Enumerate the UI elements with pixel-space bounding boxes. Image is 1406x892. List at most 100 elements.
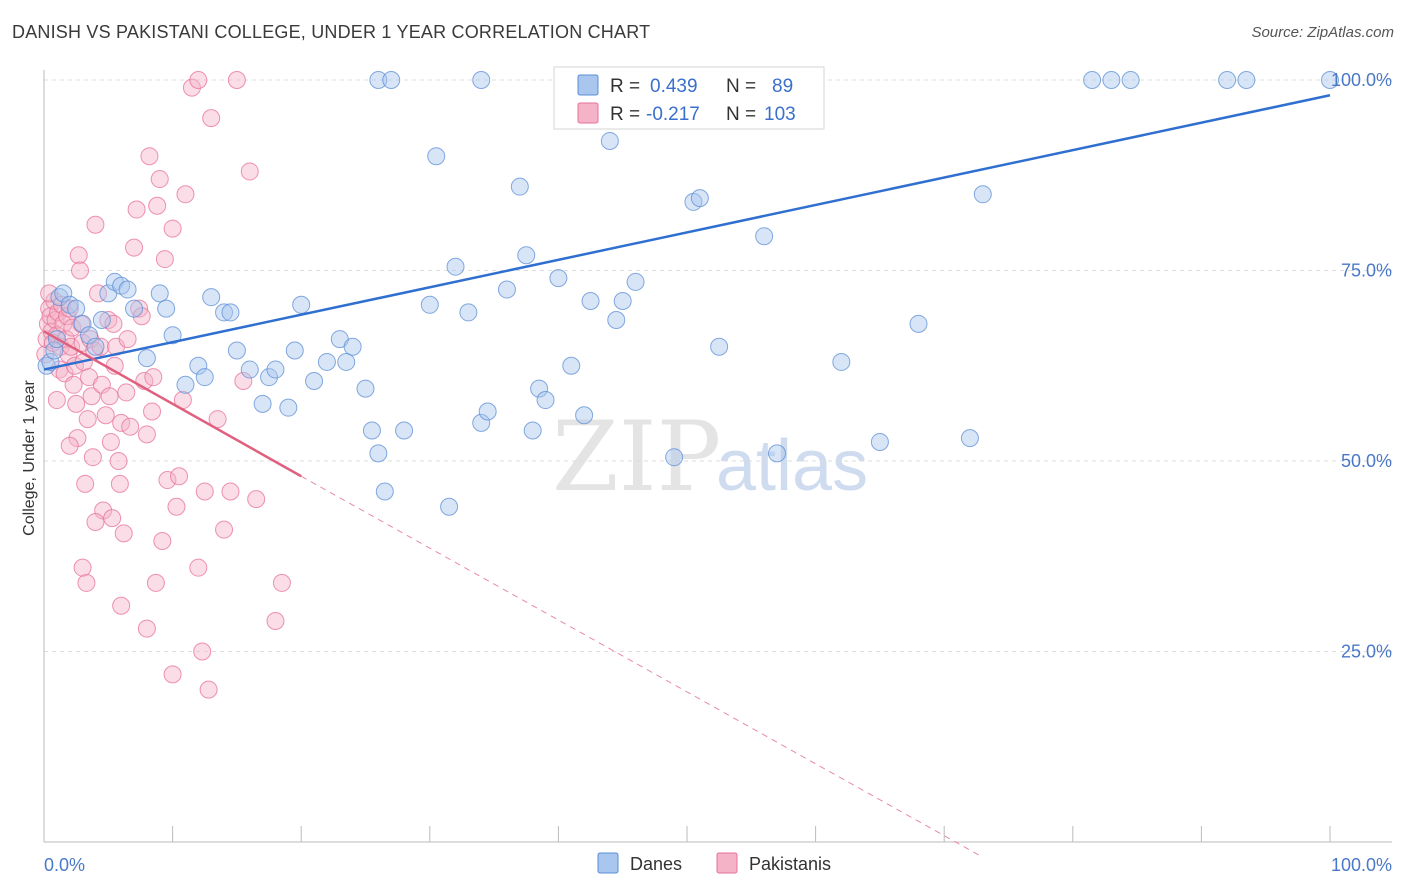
legend-swatch-danes: [577, 74, 599, 96]
legend-n-value-pakistanis: 103: [764, 104, 796, 125]
danes-point-26: [221, 303, 240, 322]
danes-point-40: [356, 379, 375, 398]
danes-point-36: [317, 352, 336, 371]
danes-point-76: [909, 314, 928, 333]
pakistanis-point-95: [47, 391, 66, 410]
pakistanis-point-31: [76, 474, 95, 493]
danes-point-85: [472, 71, 491, 89]
pakistanis-point-64: [137, 425, 156, 444]
series-legend: Danes Pakistanis: [597, 852, 831, 874]
danes-point-52: [497, 280, 516, 299]
danes-point-64: [613, 291, 632, 310]
bottom-legend-swatch-pakistanis: [716, 852, 738, 874]
pakistanis-point-72: [155, 250, 174, 269]
danes-point-78: [973, 185, 992, 204]
pakistanis-point-49: [104, 314, 123, 333]
danes-point-5: [54, 284, 73, 303]
pakistanis-point-37: [83, 448, 102, 467]
pakistanis-point-22: [64, 375, 83, 394]
pakistanis-point-57: [118, 330, 137, 349]
danes-point-35: [305, 371, 324, 390]
y-tick-label-3: 100.0%: [1331, 70, 1392, 90]
danes-point-72: [755, 227, 774, 246]
y-tick-label-0: 25.0%: [1341, 642, 1392, 662]
pakistanis-point-79: [182, 78, 201, 97]
danes-trend-line: [43, 94, 1331, 371]
pakistanis-point-76: [170, 467, 189, 486]
pakistanis-point-68: [146, 573, 165, 592]
pakistanis-point-81: [193, 642, 212, 661]
danes-point-31: [266, 360, 285, 379]
pakistanis-point-101: [163, 665, 182, 684]
danes-point-74: [832, 352, 851, 371]
bottom-legend-danes: Danes: [630, 854, 682, 874]
pakistanis-point-59: [125, 238, 144, 257]
legend-r-value-danes: 0.439: [650, 76, 698, 97]
danes-point-51: [478, 402, 497, 421]
stats-legend: R = 0.439 N = 89 R = -0.217 N = 103: [553, 66, 825, 130]
pakistanis-point-70: [150, 170, 169, 189]
danes-point-28: [240, 360, 259, 379]
legend-swatch-pakistanis: [577, 102, 599, 124]
danes-point-84: [382, 71, 401, 89]
danes-point-7: [67, 299, 86, 318]
legend-r-label-danes: R =: [610, 76, 640, 97]
danes-point-55: [523, 421, 542, 440]
pakistanis-points: [36, 71, 291, 699]
pakistanis-trend-line: [43, 330, 302, 478]
legend-n-value-danes: 89: [772, 76, 793, 97]
danes-point-44: [395, 421, 414, 440]
pakistanis-point-44: [96, 406, 115, 425]
pakistanis-point-91: [247, 490, 266, 509]
pakistanis-point-88: [227, 71, 246, 89]
pakistanis-point-24: [67, 394, 86, 413]
bottom-legend-pakistanis: Pakistanis: [749, 854, 831, 874]
pakistanis-point-90: [240, 162, 259, 181]
danes-point-61: [581, 291, 600, 310]
danes-point-88: [1321, 71, 1339, 89]
danes-point-45: [420, 295, 439, 314]
pakistanis-point-58: [121, 417, 140, 436]
danes-point-39: [343, 337, 362, 356]
pakistanis-point-25: [68, 429, 87, 448]
danes-point-25: [215, 303, 234, 322]
danes-point-23: [195, 368, 214, 387]
trend-lines: [43, 94, 1331, 858]
danes-point-80: [1102, 71, 1121, 89]
danes-point-75: [870, 432, 889, 451]
pakistanis-point-74: [163, 219, 182, 238]
danes-point-63: [607, 311, 626, 330]
pakistanis-point-96: [60, 436, 79, 455]
danes-point-22: [189, 356, 208, 375]
pakistanis-point-73: [158, 471, 177, 490]
danes-point-77: [960, 429, 979, 448]
pakistanis-trend-extension: [300, 475, 984, 858]
danes-point-42: [369, 444, 388, 463]
danes-point-32: [279, 398, 298, 417]
danes-point-9: [80, 326, 99, 345]
danes-point-48: [446, 257, 465, 276]
danes-point-70: [690, 189, 709, 208]
danes-point-56: [530, 379, 549, 398]
danes-point-29: [253, 394, 272, 413]
axes: [43, 70, 1392, 843]
pakistanis-point-52: [109, 452, 128, 470]
watermark-atlas: atlas: [716, 426, 868, 506]
legend-n-label-pakistanis: N =: [726, 104, 756, 125]
pakistanis-point-47: [101, 432, 120, 451]
pakistanis-point-94: [40, 284, 59, 303]
danes-point-57: [536, 391, 555, 410]
danes-point-87: [1218, 71, 1237, 89]
danes-point-17: [137, 349, 156, 368]
danes-point-59: [562, 356, 581, 375]
danes-point-18: [150, 284, 169, 303]
pakistanis-point-102: [189, 71, 208, 89]
y-axis-label: College, Under 1 year: [21, 380, 38, 536]
danes-point-24: [202, 288, 221, 307]
pakistanis-point-33: [78, 410, 97, 429]
pakistanis-point-32: [77, 573, 96, 592]
danes-point-65: [626, 272, 645, 291]
pakistanis-point-93: [272, 573, 291, 592]
danes-point-58: [549, 269, 568, 288]
pakistanis-point-78: [176, 185, 195, 204]
